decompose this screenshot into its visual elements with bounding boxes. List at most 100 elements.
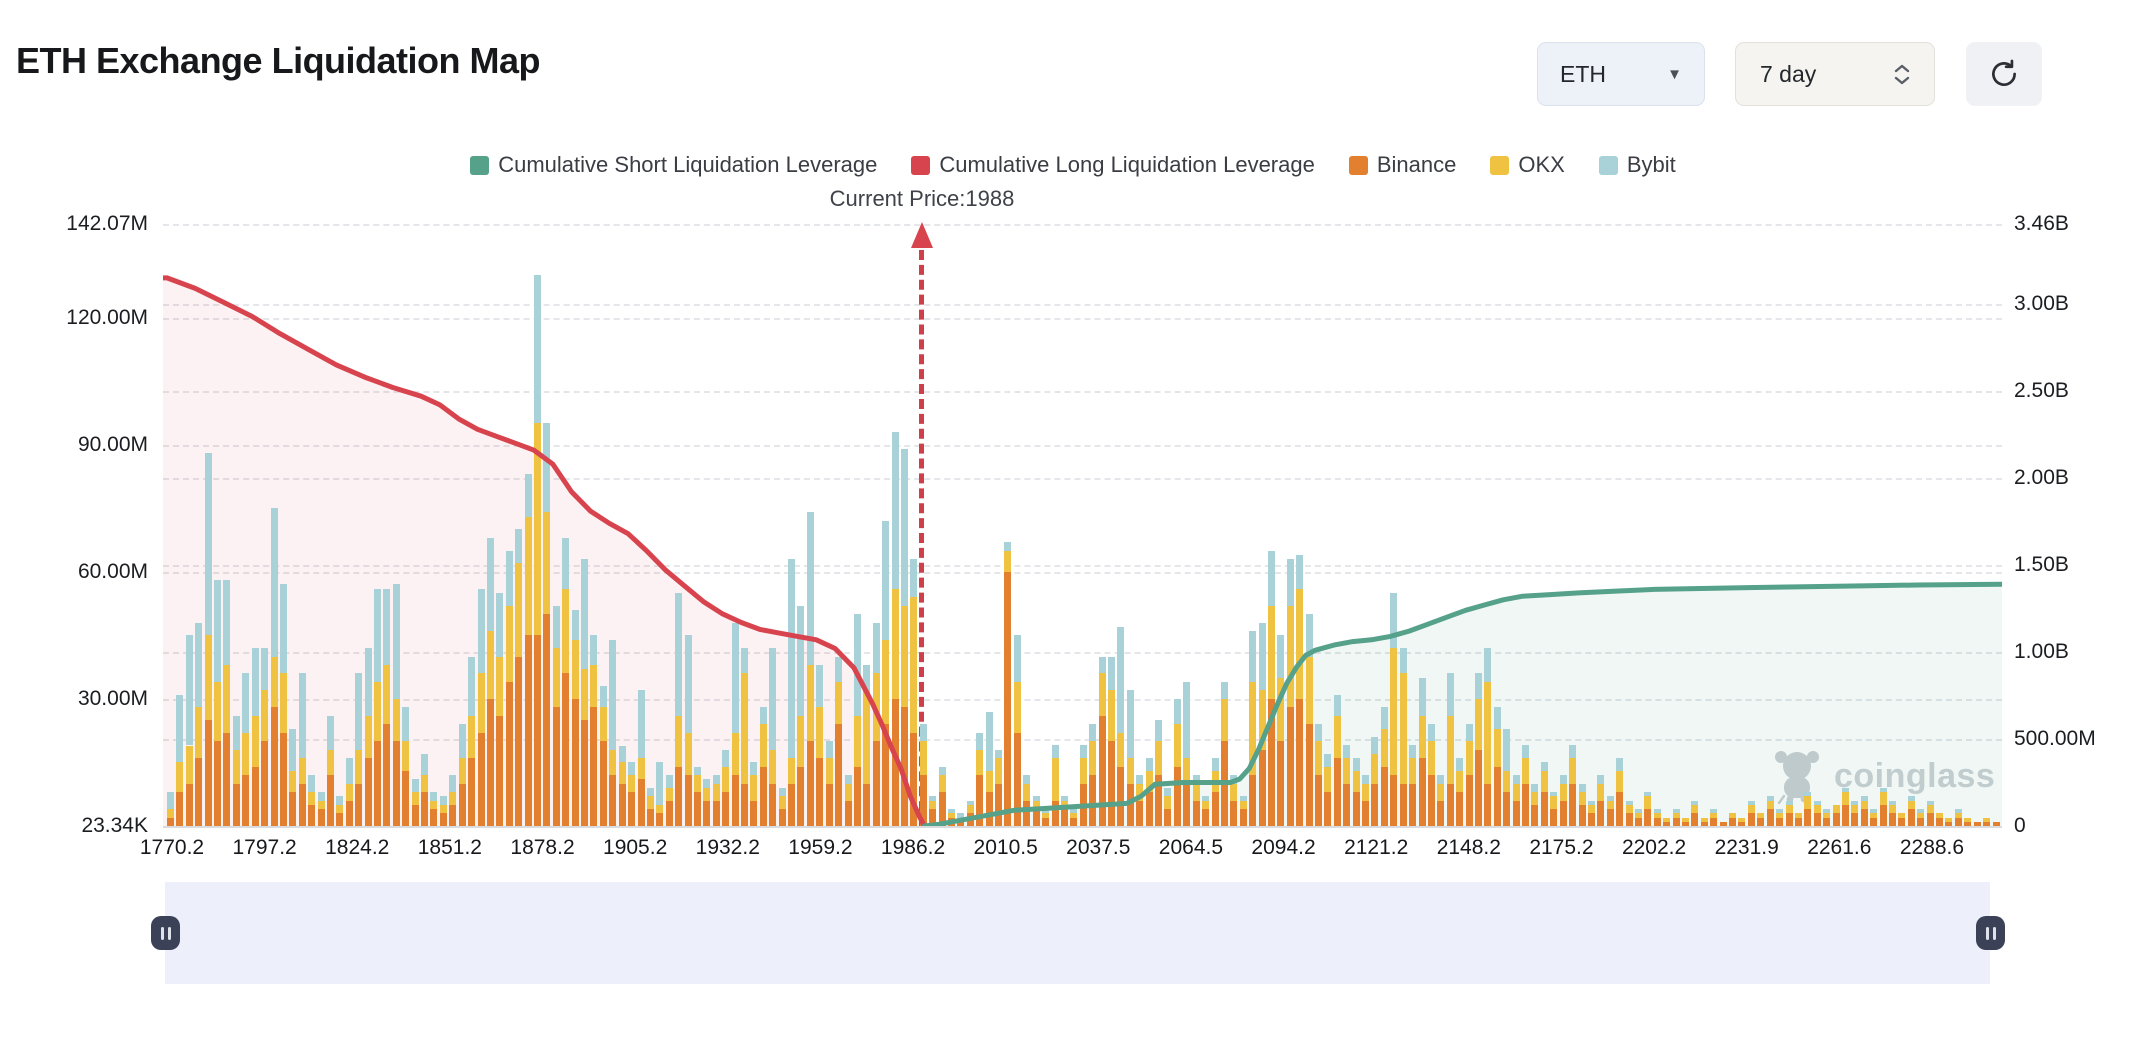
bar-segment-bybit xyxy=(872,622,880,674)
zoom-slider-track[interactable] xyxy=(165,882,1990,984)
bar-segment-bybit xyxy=(1305,614,1313,657)
bar-segment-bybit xyxy=(581,559,589,670)
bar-segment-binance xyxy=(1456,792,1464,826)
liquidation-bar xyxy=(1682,817,1689,826)
liquidation-bar xyxy=(176,694,184,826)
chevron-up-icon[interactable] xyxy=(1894,64,1910,73)
liquidation-bar xyxy=(1418,677,1426,826)
bar-segment-binance xyxy=(214,741,222,826)
liquidation-bar xyxy=(1277,635,1285,826)
bar-segment-bybit xyxy=(1004,542,1012,551)
bar-segment-bybit xyxy=(1907,796,1915,801)
bar-segment-bybit xyxy=(703,779,711,788)
bar-segment-okx xyxy=(1249,681,1257,776)
bar-segment-okx xyxy=(1136,783,1144,801)
bar-segment-binance xyxy=(562,673,570,826)
bar-segment-bybit xyxy=(1211,758,1219,771)
bar-segment-binance xyxy=(1644,809,1652,826)
liquidation-bar xyxy=(741,648,748,826)
liquidation-bar xyxy=(345,758,353,826)
bar-segment-bybit xyxy=(731,622,739,733)
y-axis-right-label: 3.00B xyxy=(2014,292,2069,316)
bar-segment-binance xyxy=(317,809,325,826)
bar-segment-bybit xyxy=(383,588,391,665)
bar-segment-okx xyxy=(1380,728,1388,767)
bar-segment-okx xyxy=(853,715,861,767)
liquidation-bar xyxy=(1051,745,1059,826)
bar-segment-okx xyxy=(1305,656,1313,725)
bar-segment-binance xyxy=(1841,804,1849,826)
x-axis-label: 2202.2 xyxy=(1621,836,1687,859)
liquidation-bar xyxy=(1427,724,1435,826)
bar-segment-binance xyxy=(1286,707,1294,826)
liquidation-bar xyxy=(1070,809,1078,826)
bar-segment-okx xyxy=(731,732,739,776)
bar-segment-binance xyxy=(863,783,871,826)
liquidation-bar xyxy=(853,614,861,826)
bar-segment-okx xyxy=(976,749,984,776)
legend-item[interactable]: OKX xyxy=(1490,152,1565,178)
bar-segment-binance xyxy=(374,741,382,826)
bar-segment-binance xyxy=(289,792,297,826)
bar-segment-bybit xyxy=(1108,656,1115,691)
bar-segment-okx xyxy=(1267,605,1275,699)
liquidation-bar xyxy=(1399,648,1407,826)
bar-segment-okx xyxy=(665,787,673,801)
refresh-button[interactable] xyxy=(1966,42,2042,106)
period-select[interactable]: 7 day xyxy=(1735,42,1935,106)
bar-segment-okx xyxy=(646,796,654,810)
legend-item[interactable]: Bybit xyxy=(1598,152,1676,178)
bar-segment-binance xyxy=(223,732,231,826)
liquidation-bar xyxy=(1917,809,1925,826)
x-axis-label: 2037.5 xyxy=(1066,836,1131,859)
bar-segment-bybit xyxy=(882,520,890,640)
legend-item[interactable]: Binance xyxy=(1348,152,1456,178)
bar-segment-binance xyxy=(402,770,410,826)
bar-segment-bybit xyxy=(449,775,457,793)
bar-segment-bybit xyxy=(468,656,476,716)
bar-segment-okx xyxy=(1352,770,1360,793)
bar-segment-bybit xyxy=(571,609,579,640)
chevron-down-icon[interactable] xyxy=(1894,76,1910,85)
bar-segment-binance xyxy=(1512,800,1520,826)
bar-segment-okx xyxy=(1427,741,1435,776)
y-axis-left-label: 23.34K xyxy=(81,814,148,837)
bar-segment-bybit xyxy=(1766,796,1774,801)
current-price-dashed-line xyxy=(919,250,924,826)
bar-segment-binance xyxy=(1823,817,1831,826)
bar-segment-binance xyxy=(383,724,391,826)
liquidation-bar xyxy=(1108,656,1115,826)
bar-segment-binance xyxy=(1503,792,1511,826)
bar-segment-binance xyxy=(1719,821,1727,826)
bar-segment-okx xyxy=(1089,741,1097,776)
bar-segment-bybit xyxy=(308,775,316,793)
liquidation-bar xyxy=(204,453,212,826)
bar-segment-bybit xyxy=(1202,796,1210,801)
bar-segment-okx xyxy=(1776,813,1784,818)
slider-handle-right[interactable] xyxy=(1976,916,2005,950)
bar-segment-okx xyxy=(806,664,814,742)
bar-segment-okx xyxy=(232,749,240,784)
liquidation-bar xyxy=(1936,813,1944,826)
bar-segment-binance xyxy=(1183,783,1191,826)
bar-segment-binance xyxy=(1776,817,1784,826)
legend-item[interactable]: Cumulative Short Liquidation Leverage xyxy=(470,152,877,178)
slider-handle-left[interactable] xyxy=(151,916,180,950)
coin-select[interactable]: ETH ▼ xyxy=(1537,42,1705,106)
bar-segment-okx xyxy=(863,690,871,784)
bar-segment-bybit xyxy=(646,787,654,797)
liquidation-bar xyxy=(1851,800,1859,826)
liquidation-bar xyxy=(628,762,636,826)
bar-segment-bybit xyxy=(1540,762,1548,771)
bar-segment-binance xyxy=(251,766,259,826)
legend-item[interactable]: Cumulative Long Liquidation Leverage xyxy=(911,152,1315,178)
bar-segment-okx xyxy=(1202,800,1210,810)
bar-segment-okx xyxy=(336,804,344,814)
bar-segment-bybit xyxy=(778,787,786,797)
bar-segment-bybit xyxy=(1522,745,1530,759)
bar-segment-binance xyxy=(835,724,843,826)
bar-segment-bybit xyxy=(1126,690,1134,759)
bar-segment-bybit xyxy=(214,580,222,682)
stepper-icons[interactable] xyxy=(1894,64,1910,85)
